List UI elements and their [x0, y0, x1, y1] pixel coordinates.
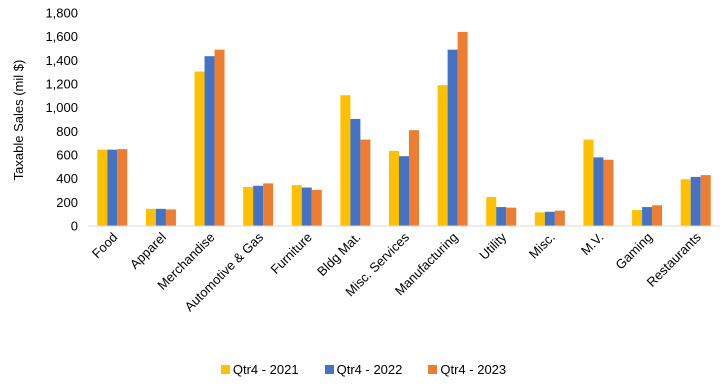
bar — [97, 149, 108, 226]
bar — [340, 95, 351, 226]
x-tick-label: M.V. — [578, 230, 607, 259]
y-tick-label: 200 — [56, 195, 78, 210]
bar — [632, 210, 643, 226]
bar — [486, 197, 497, 226]
x-tick-label: Bldg Mat. — [314, 230, 363, 279]
y-tick-label: 1,200 — [45, 77, 78, 92]
bar — [350, 118, 361, 226]
x-tick-label: Gaming — [612, 230, 655, 273]
bar — [603, 159, 614, 226]
bar — [253, 185, 264, 226]
bar — [243, 186, 254, 226]
bar — [700, 175, 711, 226]
legend-swatch — [324, 365, 334, 374]
bar — [506, 207, 517, 226]
y-tick-label: 0 — [71, 219, 78, 234]
bar — [204, 56, 215, 226]
y-tick-label: 1,600 — [45, 29, 78, 44]
legend-swatch — [220, 365, 230, 374]
x-tick-label: Furniture — [267, 230, 314, 277]
y-axis-ticks: 0 200 400 600 800 1,000 1,200 1,400 1,600 1,800 — [45, 6, 78, 234]
bar — [263, 183, 274, 226]
bar — [117, 149, 128, 226]
y-tick-label: 400 — [56, 171, 78, 186]
bar — [583, 139, 594, 226]
bar — [447, 49, 458, 226]
y-tick-label: 600 — [56, 148, 78, 163]
x-tick-label: Apparel — [127, 229, 169, 271]
bar — [311, 189, 322, 226]
legend-item: Qtr4 - 2021 — [220, 362, 299, 377]
bar — [399, 156, 409, 226]
bar — [389, 150, 399, 226]
legend-item: Qtr4 - 2023 — [428, 362, 506, 377]
legend-label: Qtr4 - 2023 — [440, 362, 507, 377]
legend-swatch — [428, 365, 438, 374]
bar — [554, 210, 565, 226]
bars — [97, 31, 711, 226]
bar — [680, 179, 691, 226]
bar — [165, 209, 176, 226]
legend-label: Qtr4 - 2021 — [232, 362, 299, 377]
bar — [409, 130, 419, 226]
x-tick-label: Utility — [476, 229, 509, 262]
bar — [496, 207, 507, 226]
bar — [544, 211, 555, 226]
bar — [155, 208, 166, 226]
y-tick-label: 1,000 — [45, 100, 78, 115]
legend-item: Qtr4 - 2022 — [324, 362, 403, 377]
legend: Qtr4 - 2021 Qtr4 - 2022 Qtr4 - 2023 — [0, 362, 727, 377]
bar — [457, 31, 468, 226]
bar — [301, 187, 312, 226]
bar — [145, 208, 156, 226]
bar — [194, 71, 205, 226]
bar — [214, 49, 225, 226]
bar — [690, 176, 701, 226]
bar — [534, 212, 545, 226]
bar — [593, 157, 604, 226]
bar — [360, 139, 371, 226]
bar — [437, 85, 448, 226]
y-tick-label: 800 — [56, 124, 78, 139]
x-tick-label: Misc. — [526, 230, 558, 262]
bar — [642, 207, 653, 226]
bar — [291, 185, 302, 226]
y-tick-label: 1,800 — [45, 6, 78, 21]
legend-label: Qtr4 - 2022 — [336, 362, 403, 377]
x-tick-label: Food — [89, 230, 121, 262]
y-axis-title: Taxable Sales (mil $) — [11, 60, 26, 181]
bar — [107, 149, 118, 226]
y-tick-label: 1,400 — [45, 53, 78, 68]
bar — [652, 205, 663, 226]
